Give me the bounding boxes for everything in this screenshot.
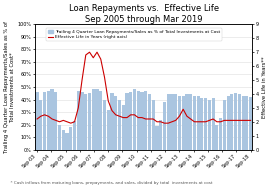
Y-axis label: Effective Life in Years**: Effective Life in Years**: [262, 56, 267, 118]
Bar: [208, 100, 211, 150]
Bar: [137, 91, 140, 150]
Bar: [107, 110, 110, 150]
Bar: [88, 93, 91, 150]
Bar: [73, 121, 76, 150]
Bar: [182, 96, 185, 150]
Bar: [215, 125, 218, 150]
Bar: [189, 94, 192, 150]
Bar: [241, 96, 245, 150]
Bar: [110, 93, 114, 150]
Bar: [167, 94, 170, 150]
Bar: [223, 100, 226, 150]
Bar: [155, 126, 159, 150]
Bar: [43, 92, 46, 150]
Bar: [118, 100, 121, 150]
Title: Loan Repayments vs.  Effective Life
Sep 2005 through Mar 2019: Loan Repayments vs. Effective Life Sep 2…: [69, 4, 219, 24]
Bar: [245, 96, 249, 150]
Bar: [39, 100, 43, 150]
Bar: [219, 118, 222, 150]
Bar: [92, 89, 95, 150]
Bar: [196, 96, 200, 150]
Bar: [77, 91, 80, 150]
Bar: [204, 98, 207, 150]
Bar: [200, 98, 204, 150]
Bar: [47, 91, 50, 150]
Bar: [178, 96, 181, 150]
Bar: [249, 97, 252, 150]
Bar: [170, 94, 173, 150]
Bar: [95, 89, 99, 150]
Bar: [144, 91, 147, 150]
Bar: [227, 96, 230, 150]
Bar: [140, 92, 144, 150]
Bar: [103, 100, 106, 150]
Bar: [174, 94, 177, 150]
Text: * Cash inflows from maturing loans, prepayments, and sales, divided by total  in: * Cash inflows from maturing loans, prep…: [8, 181, 213, 185]
Bar: [122, 105, 125, 150]
Bar: [159, 120, 162, 150]
Bar: [133, 89, 136, 150]
Bar: [58, 125, 61, 150]
Bar: [163, 102, 166, 150]
Bar: [62, 130, 65, 150]
Bar: [151, 100, 155, 150]
Bar: [193, 96, 196, 150]
Bar: [238, 94, 241, 150]
Bar: [129, 92, 132, 150]
Bar: [66, 133, 69, 150]
Bar: [80, 92, 84, 150]
Bar: [69, 127, 72, 150]
Bar: [36, 92, 39, 150]
Bar: [148, 94, 151, 150]
Bar: [212, 98, 215, 150]
Bar: [84, 94, 87, 150]
Bar: [114, 96, 117, 150]
Bar: [99, 91, 102, 150]
Bar: [125, 93, 128, 150]
Y-axis label: Trailing 4 Quarter Loan Repayments/Sales as % of
Total Investments at Cost*: Trailing 4 Quarter Loan Repayments/Sales…: [4, 21, 15, 153]
Bar: [54, 92, 57, 150]
Bar: [185, 94, 189, 150]
Bar: [230, 94, 233, 150]
Bar: [234, 93, 237, 150]
Bar: [50, 89, 54, 150]
Legend: Trailing 4 Quarter Loan Repayments/Sales as % of Total Investments at Cost, Effe: Trailing 4 Quarter Loan Repayments/Sales…: [46, 28, 222, 41]
